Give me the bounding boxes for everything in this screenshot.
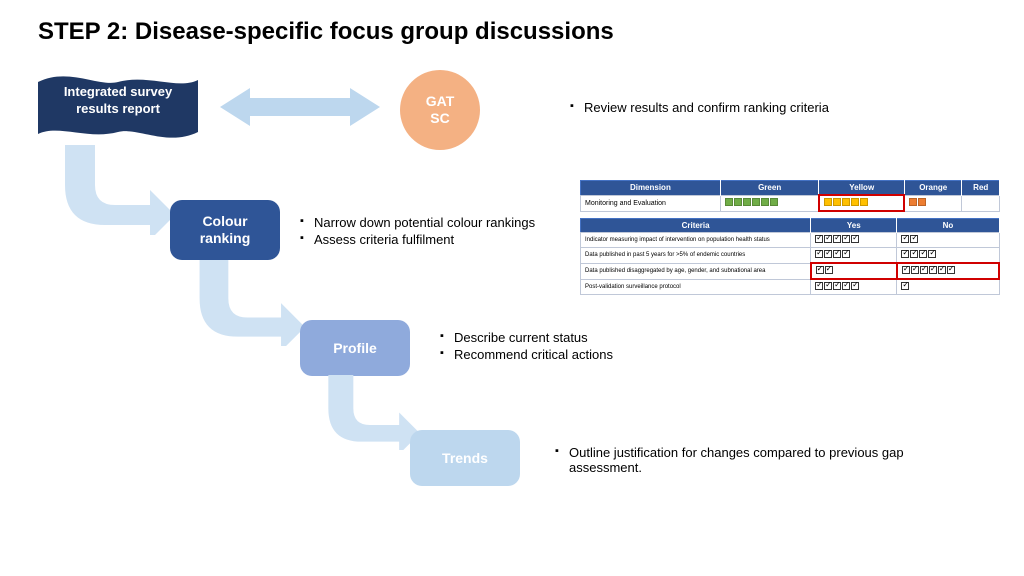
table-header: No bbox=[897, 219, 999, 233]
bullet-item: Review results and confirm ranking crite… bbox=[570, 100, 970, 115]
bullets-profile: Describe current status Recommend critic… bbox=[440, 330, 740, 364]
bullet-item: Narrow down potential colour rankings bbox=[300, 215, 560, 230]
table-header: Green bbox=[720, 181, 819, 196]
table-row: Post-validation surveillance protocol bbox=[581, 279, 1000, 295]
table-dimension: DimensionGreenYellowOrangeRed Monitoring… bbox=[580, 180, 1000, 212]
banner-integrated-report: Integrated survey results report bbox=[38, 72, 198, 142]
table-row: Data published in past 5 years for >5% o… bbox=[581, 248, 1000, 264]
curve-arrow-2 bbox=[190, 260, 305, 350]
table-row: Indicator measuring impact of interventi… bbox=[581, 233, 1000, 248]
node-profile: Profile bbox=[300, 320, 410, 376]
page-title: STEP 2: Disease-specific focus group dis… bbox=[38, 18, 614, 46]
table-header: Yellow bbox=[819, 181, 904, 196]
table-header: Orange bbox=[904, 181, 962, 196]
node-colour-label-2: ranking bbox=[200, 230, 251, 246]
table-criteria: CriteriaYesNo Indicator measuring impact… bbox=[580, 218, 1000, 295]
node-trends: Trends bbox=[410, 430, 520, 486]
node-trends-label: Trends bbox=[442, 450, 488, 467]
bullets-colour: Narrow down potential colour rankings As… bbox=[300, 215, 560, 249]
bullets-trends: Outline justification for changes compar… bbox=[555, 445, 935, 477]
bullets-top: Review results and confirm ranking crite… bbox=[570, 100, 970, 117]
curve-arrow-3 bbox=[320, 375, 420, 460]
banner-label-1: Integrated survey bbox=[64, 84, 172, 99]
double-arrow bbox=[220, 88, 380, 126]
mini-tables: DimensionGreenYellowOrangeRed Monitoring… bbox=[580, 180, 1000, 301]
table-row: Data published disaggregated by age, gen… bbox=[581, 263, 1000, 279]
table-header: Red bbox=[962, 181, 1000, 196]
node-colour-ranking: Colour ranking bbox=[170, 200, 280, 260]
node-colour-label-1: Colour bbox=[202, 213, 247, 229]
bullet-item: Outline justification for changes compar… bbox=[555, 445, 935, 475]
bullet-item: Assess criteria fulfilment bbox=[300, 232, 560, 247]
table-header: Criteria bbox=[581, 219, 811, 233]
table-header: Dimension bbox=[581, 181, 721, 196]
table-header: Yes bbox=[811, 219, 897, 233]
curve-arrow-1 bbox=[55, 145, 175, 235]
circle-label-1: GAT bbox=[426, 93, 455, 109]
bullet-item: Recommend critical actions bbox=[440, 347, 740, 362]
bullet-item: Describe current status bbox=[440, 330, 740, 345]
node-profile-label: Profile bbox=[333, 340, 377, 357]
banner-label-2: results report bbox=[76, 101, 160, 116]
circle-label-2: SC bbox=[430, 110, 449, 126]
circle-gat-sc: GAT SC bbox=[400, 70, 480, 150]
